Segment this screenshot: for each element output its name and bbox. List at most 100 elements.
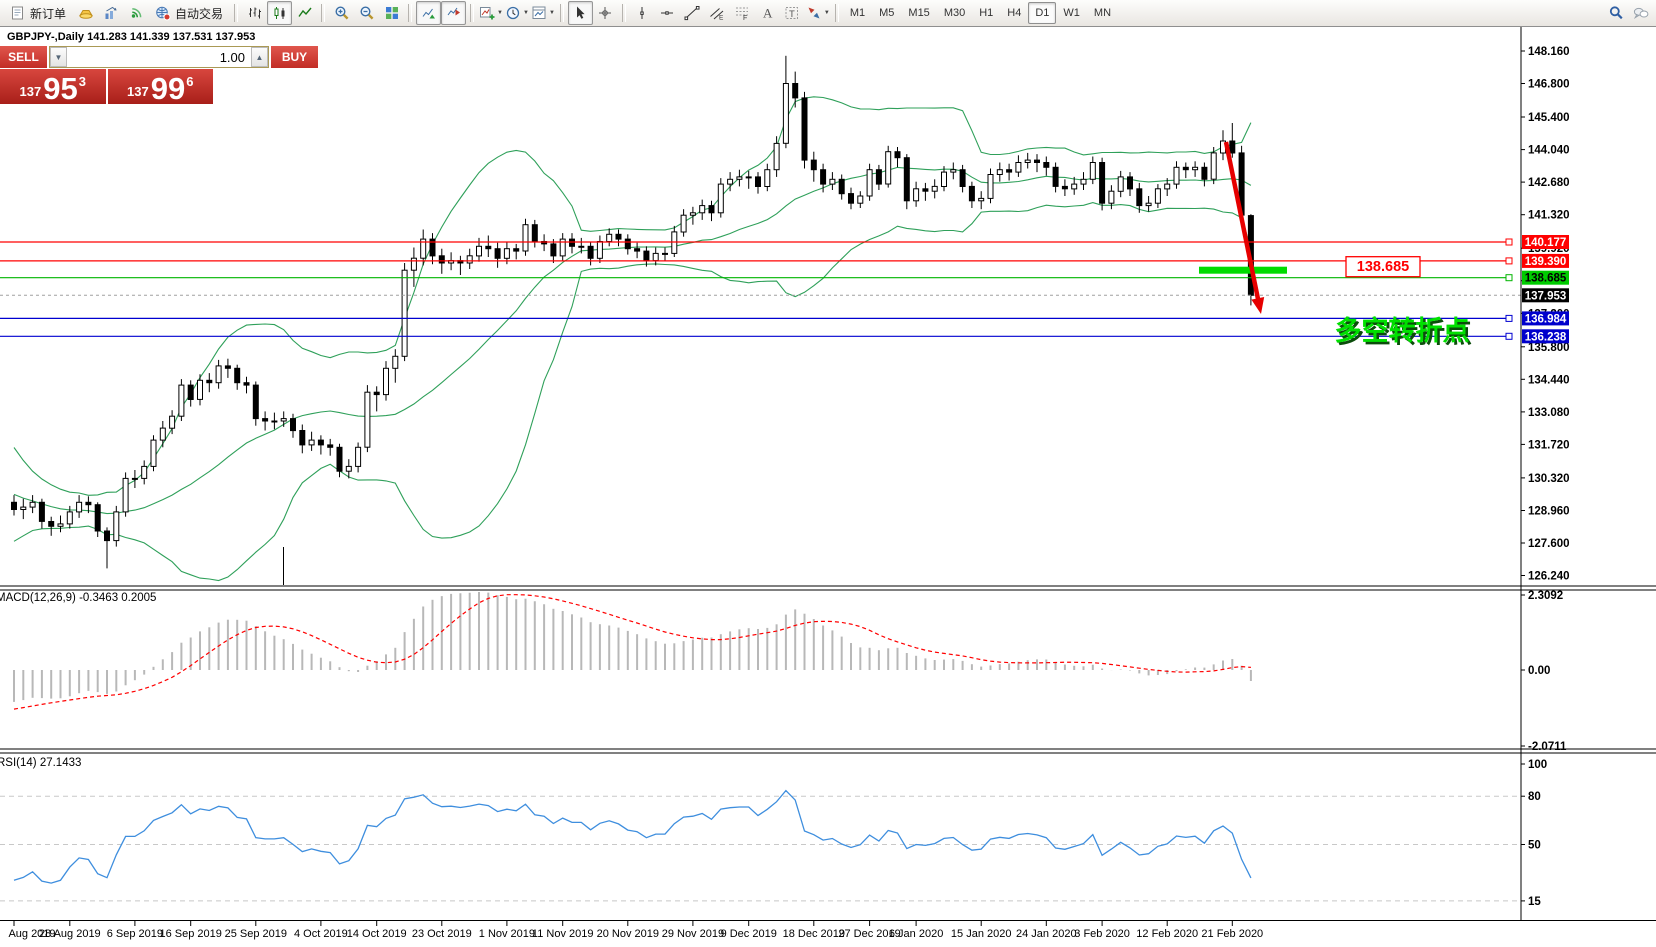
timeframe-mn-button[interactable]: MN [1093,7,1112,19]
candle [950,169,957,173]
candle [76,501,83,513]
equidistant-channel-button[interactable]: E [705,1,730,25]
candle [224,365,231,369]
bar-chart-button[interactable] [242,1,267,25]
level-lines[interactable] [0,238,1513,340]
chat-button[interactable] [1628,1,1653,25]
arrows-button[interactable]: ▼ [805,1,831,25]
candle [178,384,185,417]
candle [85,501,92,506]
svg-text:138.685: 138.685 [1357,259,1409,275]
timeframe-h4-button[interactable]: H4 [1007,7,1022,19]
vline-icon [634,5,650,21]
tile-windows-button[interactable] [379,1,404,25]
sell-price[interactable]: 137 95 3 [0,69,106,104]
one-click-trading-panel: SELL ▼ ▲ BUY 137 95 3 137 99 6 [0,46,318,106]
svg-text:E: E [719,15,724,22]
candle [1034,159,1040,164]
candle [1099,162,1106,204]
panel-separator[interactable] [0,748,1656,754]
candle [215,365,222,384]
svg-text:135.800: 135.800 [1528,342,1570,354]
buy-button[interactable]: BUY [271,46,318,68]
timeframe-m30-button[interactable]: M30 [943,7,966,19]
chart-shift-button[interactable] [441,1,467,25]
zoom-out-button[interactable] [354,1,379,25]
volume-stepper[interactable]: ▼ ▲ [49,46,269,68]
templates-button[interactable]: ▼ [530,1,556,25]
price-level-box[interactable]: 138.685 [1345,256,1421,278]
trend-arrow[interactable] [1223,141,1265,314]
trendline-button[interactable] [680,1,705,25]
buy-price[interactable]: 137 99 6 [107,69,213,106]
template-icon [531,5,547,21]
buy-price-figure: 137 [127,84,149,99]
text-label-button[interactable]: T [780,1,805,25]
periods-button[interactable]: ▼ [504,1,530,25]
candle [131,477,138,480]
horizontal-line-button[interactable] [655,1,680,25]
search-button[interactable] [1603,1,1628,25]
new-order-button[interactable]: 新订单 [3,1,73,25]
svg-text:14 Oct 2019: 14 Oct 2019 [347,928,407,940]
candle [57,523,64,527]
timeframe-d1-button[interactable]: D1 [1028,2,1057,24]
candle [838,178,845,195]
timeframe-m5-button[interactable]: M5 [879,7,895,19]
candle [699,205,706,214]
crosshair-button[interactable] [593,1,618,25]
candle [392,355,399,369]
timeframe-m15-button[interactable]: M15 [908,7,930,19]
gold-button[interactable] [73,1,98,25]
indicators-button[interactable]: ▼ [478,1,504,25]
svg-text:2.3092: 2.3092 [1528,590,1563,602]
buy-price-big: 99 [150,70,186,106]
svg-text:140.177: 140.177 [1525,237,1567,249]
vertical-line-button[interactable] [630,1,655,25]
price-axis[interactable]: 148.160 146.800 145.400 144.040 142.680 141.3… [1520,26,1570,920]
panel-separator[interactable] [0,585,1656,591]
publish-chart-button[interactable] [98,1,123,25]
text-button[interactable]: A [755,1,780,25]
chart-background[interactable] [0,26,1656,947]
svg-text:29 Nov 2019: 29 Nov 2019 [662,928,724,940]
line-chart-button[interactable] [292,1,317,25]
timeframe-w1-button[interactable]: W1 [1063,7,1080,19]
svg-text:130.320: 130.320 [1528,473,1570,485]
candlestick-chart-button[interactable] [267,1,293,25]
candle [624,238,631,250]
candle [792,83,799,99]
timeframe-h1-button[interactable]: H1 [979,7,994,19]
candle [20,506,27,511]
green-highlight-bar[interactable] [1199,266,1287,274]
candle [187,384,194,401]
volume-decrease-button[interactable]: ▼ [50,47,67,67]
chevron-down-icon[interactable]: ▼ [548,10,555,16]
sell-button[interactable]: SELL [0,46,47,68]
candle [671,231,678,254]
signals-button[interactable] [123,1,148,25]
candle [782,83,789,144]
candle [122,477,129,513]
candle [104,530,110,542]
candle [401,269,408,357]
volume-increase-button[interactable]: ▲ [251,47,268,67]
candle [1006,169,1013,173]
volume-input[interactable] [67,47,251,67]
indicators-icon [479,5,495,21]
chevron-down-icon[interactable]: ▼ [497,10,503,16]
chevron-down-icon[interactable]: ▼ [823,10,830,16]
cursor-button[interactable] [567,1,593,25]
auto-trading-button[interactable]: 自动交易 [148,1,230,25]
candle [810,159,817,171]
svg-text:3 Feb 2020: 3 Feb 2020 [1074,928,1130,940]
timeframe-m1-button[interactable]: M1 [849,7,866,19]
zoom-in-button[interactable] [329,1,354,25]
chevron-down-icon[interactable]: ▼ [522,10,529,16]
arrows-icon [806,5,822,21]
auto-scroll-button[interactable] [416,1,442,25]
fibonacci-button[interactable]: F [730,1,755,25]
